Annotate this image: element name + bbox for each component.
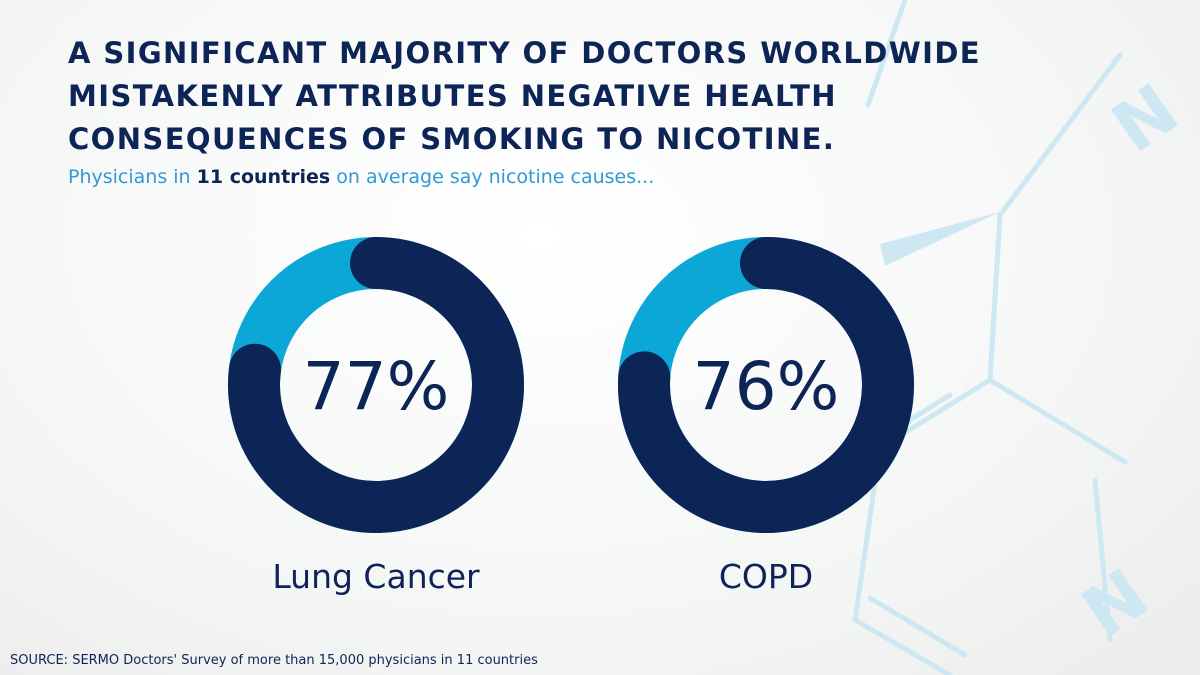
donut-value-label: 76%	[693, 348, 840, 425]
headline-line-2: MISTAKENLY ATTRIBUTES NEGATIVE HEALTH	[68, 79, 837, 113]
headline-line-1: A SIGNIFICANT MAJORITY OF DOCTORS WORLDW…	[68, 36, 981, 70]
donut-value-arc	[228, 237, 524, 533]
headline-line-3: CONSEQUENCES OF SMOKING TO NICOTINE.	[68, 122, 836, 156]
donut-category-label: COPD	[719, 557, 813, 596]
donut-chart: 77% Lung Cancer	[228, 237, 524, 596]
donut-value-arc	[618, 237, 914, 533]
subtitle-suffix: on average say nicotine causes...	[336, 166, 655, 188]
subtitle-prefix: Physicians in	[68, 166, 191, 188]
donut-chart: 76% COPD	[618, 237, 914, 596]
donut-value-label: 77%	[303, 348, 450, 425]
subtitle-emphasis: 11 countries	[196, 166, 331, 188]
source-note: SOURCE: SERMO Doctors' Survey of more th…	[10, 653, 538, 668]
donut-category-label: Lung Cancer	[272, 557, 480, 596]
subtitle: Physicians in 11 countries on average sa…	[68, 166, 654, 188]
headline: A SIGNIFICANT MAJORITY OF DOCTORS WORLDW…	[68, 32, 981, 161]
